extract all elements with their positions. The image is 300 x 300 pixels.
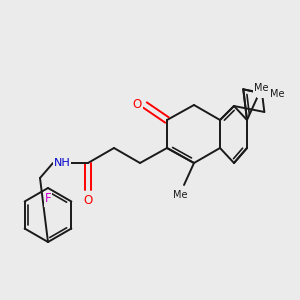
Text: O: O bbox=[83, 194, 93, 206]
Text: O: O bbox=[132, 98, 142, 112]
Text: Me: Me bbox=[270, 89, 284, 99]
Text: O: O bbox=[258, 83, 268, 97]
Text: F: F bbox=[45, 193, 51, 206]
Text: Me: Me bbox=[173, 190, 187, 200]
Text: NH: NH bbox=[54, 158, 70, 168]
Text: Me: Me bbox=[254, 83, 268, 93]
